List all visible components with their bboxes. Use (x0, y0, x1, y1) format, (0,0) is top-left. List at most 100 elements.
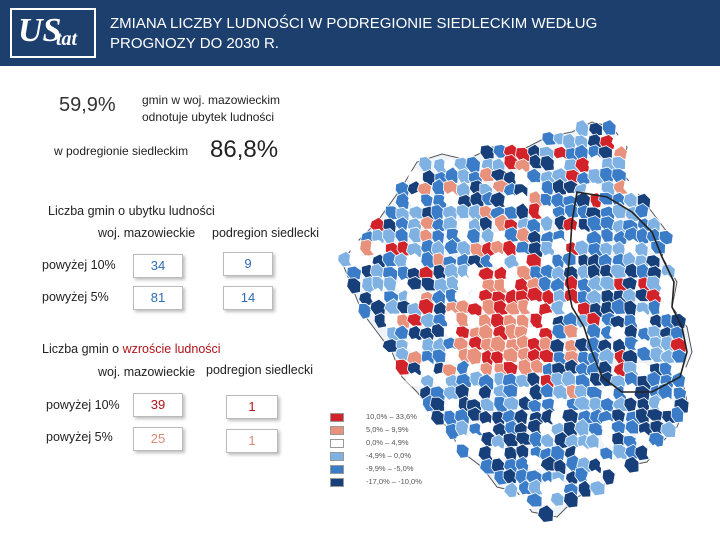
gmina-cell (455, 419, 470, 438)
gmina-cell (394, 226, 409, 243)
gmina-cell (407, 337, 423, 353)
gmina-cell (573, 134, 589, 150)
gmina-cell (576, 263, 591, 281)
gmina-cell (563, 490, 579, 509)
gmina-cell (479, 253, 494, 268)
legend-swatch (330, 426, 344, 435)
gmina-cell (636, 345, 653, 362)
gmina-cell (369, 298, 387, 317)
gmina-cell (381, 250, 398, 269)
gmina-cell (373, 312, 388, 329)
gmina-cell (610, 297, 628, 315)
gmina-cell (444, 166, 460, 185)
growth-section-title: Liczba gmin o wzroście ludności (42, 342, 221, 356)
gmina-cell (610, 419, 627, 434)
gmina-cell (623, 396, 638, 413)
gmina-cell (348, 238, 363, 255)
gmina-cell (552, 383, 569, 401)
gmina-cell (502, 239, 517, 257)
gmina-cell (623, 262, 639, 279)
gmina-cell (574, 466, 589, 483)
gmina-cell (465, 155, 481, 174)
gmina-cell (551, 253, 566, 270)
legend-label: 5,0% – 9,9% (366, 425, 409, 434)
gmina-cell (526, 286, 543, 304)
gmina-cell (419, 360, 435, 376)
legend-label: 0,0% – 4,9% (366, 438, 409, 447)
gmina-cell (599, 166, 615, 184)
gmina-cell (406, 361, 422, 376)
gmina-cell (601, 119, 617, 137)
growth-col1-header: woj. mazowieckie (98, 365, 196, 379)
gmina-cell (431, 217, 446, 233)
gmina-cell (645, 254, 661, 269)
growth-row1-siedlecki-value: 1 (248, 399, 256, 414)
gmina-cell (634, 202, 650, 219)
gmina-cell (659, 348, 676, 365)
decline-row1-mazowieckie-value: 34 (150, 258, 166, 273)
gmina-cell (669, 336, 687, 354)
gmina-cell (442, 336, 458, 352)
gmina-cell (419, 215, 435, 231)
logo-text-sub: tat (56, 28, 78, 50)
gmina-cell (442, 179, 459, 197)
gmina-cell (660, 420, 677, 439)
decline-col1-header: woj. mazowieckie (98, 226, 196, 240)
gmina-cell (526, 167, 542, 184)
decline-row2-mazowieckie: 81 (133, 286, 183, 310)
gmina-cell (406, 312, 423, 327)
gmina-cell (634, 444, 650, 462)
gmina-cell (585, 288, 602, 305)
gmina-cell (585, 433, 600, 451)
gmina-cell (467, 335, 484, 352)
growth-row1-mazowieckie: 39 (133, 393, 183, 417)
gmina-cell (635, 226, 650, 246)
gmina-cell (645, 288, 663, 305)
decline-row2-siedlecki-value: 14 (240, 290, 256, 305)
gmina-cell (405, 242, 424, 259)
gmina-cell (514, 168, 529, 189)
gmina-cell (445, 347, 460, 364)
gmina-cell (587, 457, 603, 475)
gmina-cell (396, 313, 411, 330)
gmina-cell (540, 215, 554, 232)
gmina-cell (553, 458, 567, 476)
gmina-cell (502, 346, 520, 365)
gmina-cell (478, 166, 495, 183)
gmina-cell (658, 361, 673, 377)
gmina-cell (538, 348, 554, 363)
gmina-cell (564, 203, 580, 219)
decline-row1-siedlecki: 9 (223, 252, 273, 276)
gmina-cell (431, 178, 446, 198)
gmina-cell (346, 277, 362, 295)
gmina-cell (503, 205, 519, 220)
gmina-cell (670, 405, 685, 423)
legend-label: -9,9% – -5,0% (366, 464, 414, 473)
growth-col2-header: podregion siedlecki (206, 363, 314, 377)
gmina-cell (406, 276, 423, 291)
gmina-cell (611, 457, 629, 476)
legend-swatch (330, 439, 344, 448)
gmina-cell (502, 396, 520, 412)
decline-row1-mazowieckie: 34 (133, 254, 183, 278)
gmina-cell (488, 251, 506, 268)
gmina-cell (515, 431, 532, 447)
gmina-cell (671, 348, 687, 364)
decline-row1-siedlecki-value: 9 (244, 256, 252, 271)
gmina-cell (490, 239, 506, 255)
gmina-cell (529, 312, 545, 330)
gmina-cell (648, 313, 664, 329)
page-title: ZMIANA LICZBY LUDNOŚCI W PODREGIONIE SIE… (110, 15, 598, 52)
gmina-cell (346, 265, 363, 281)
gmina-cell (466, 346, 483, 366)
gmina-cell (417, 297, 435, 316)
growth-row2-siedlecki-value: 1 (248, 433, 256, 448)
gmina-cell (418, 156, 433, 173)
gmina-cell (550, 299, 568, 316)
gmina-cell (528, 430, 544, 449)
gmina-cell (528, 382, 544, 402)
gmina-cell (466, 227, 481, 245)
gmina-cell (537, 504, 555, 523)
gmina-cell (430, 323, 445, 338)
gmina-cell (539, 421, 555, 438)
